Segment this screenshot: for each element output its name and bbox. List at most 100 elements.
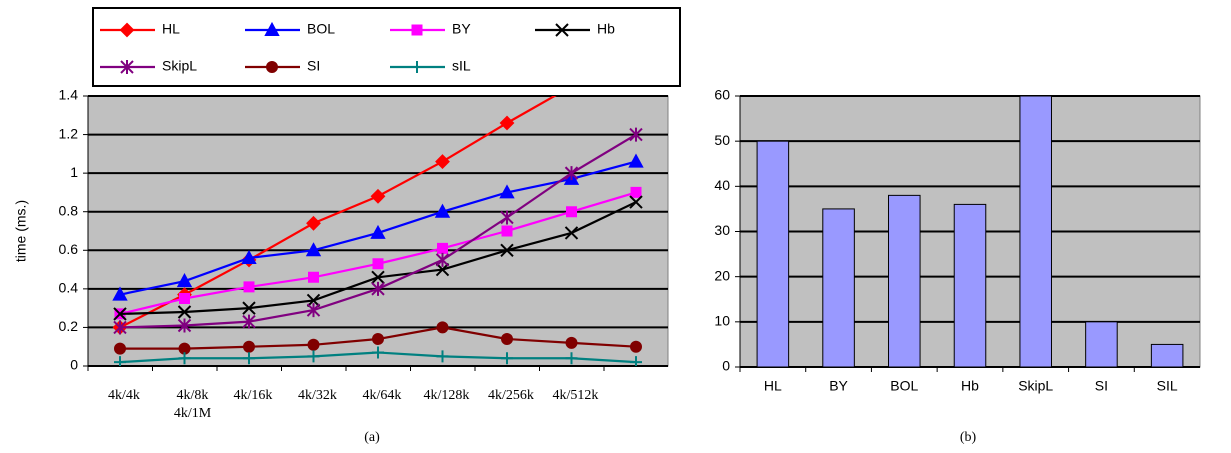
y-tick-label: 30 — [714, 222, 730, 238]
y-tick-label: 0.4 — [59, 280, 79, 296]
marker — [501, 352, 513, 365]
marker — [434, 203, 451, 218]
marker — [499, 184, 515, 199]
marker — [436, 321, 449, 334]
bar — [822, 208, 855, 368]
marker — [436, 350, 449, 363]
marker — [435, 154, 450, 169]
y-tick-label: 0.6 — [59, 241, 79, 257]
series-layer — [112, 96, 644, 366]
y-tick-label: 60 — [714, 87, 730, 103]
y-tick-label: 0 — [70, 357, 78, 373]
marker — [628, 153, 644, 168]
marker — [565, 336, 578, 349]
marker — [243, 340, 255, 353]
x-tick-label: 4k/64k — [363, 388, 402, 403]
marker — [177, 318, 192, 333]
y-tick-label: 1.4 — [59, 87, 79, 103]
marker — [305, 242, 322, 257]
marker — [306, 303, 321, 318]
marker — [411, 61, 423, 73]
marker — [178, 352, 191, 365]
y-tick-label: 50 — [714, 132, 730, 148]
marker — [499, 115, 515, 131]
legend-label: SkipL — [162, 58, 197, 74]
x-tick-label: SI — [1095, 378, 1108, 394]
marker — [306, 215, 321, 231]
marker — [243, 281, 255, 293]
y-tick-label: 1.2 — [59, 125, 79, 141]
marker — [372, 333, 384, 345]
x-tick-label: HL — [764, 378, 782, 394]
legend-label: sIL — [452, 58, 471, 74]
marker — [242, 301, 256, 315]
x-tick-label: 4k/4k — [108, 388, 140, 403]
marker — [179, 293, 190, 304]
x-tick-label: SkipL — [1018, 378, 1053, 394]
bar — [1019, 95, 1052, 368]
marker — [500, 243, 514, 257]
bar — [888, 194, 921, 368]
y-tick-label: 1 — [70, 164, 78, 180]
x-tick-label: 4k/16k — [234, 388, 273, 403]
marker — [114, 342, 126, 355]
y-axis-label: time (ms.) — [13, 200, 29, 262]
marker — [565, 352, 578, 365]
legend-label: HL — [162, 21, 180, 37]
y-tick-label: 20 — [714, 267, 730, 283]
legend-box — [92, 7, 681, 87]
x-tick-label: 4k/128k — [424, 388, 470, 403]
marker — [266, 61, 278, 73]
marker — [630, 356, 642, 366]
y-tick-label: 40 — [714, 177, 730, 193]
marker — [243, 352, 255, 365]
marker — [307, 338, 320, 351]
marker — [177, 305, 192, 319]
bar — [1150, 343, 1184, 368]
marker — [501, 333, 513, 345]
x-tick-label: SIL — [1157, 378, 1178, 394]
marker — [435, 252, 450, 267]
y-tick-label: 10 — [714, 313, 730, 329]
marker — [176, 273, 193, 288]
marker — [411, 24, 423, 36]
marker — [629, 195, 643, 209]
marker — [437, 242, 448, 254]
marker — [113, 320, 127, 335]
marker — [114, 356, 126, 366]
x-tick-label: 4k/256k — [488, 388, 534, 403]
marker — [242, 314, 256, 329]
x-tick-label: 4k/8k 4k/1M — [174, 388, 212, 421]
marker — [371, 281, 385, 296]
marker — [307, 350, 320, 363]
marker — [372, 258, 384, 270]
marker — [629, 127, 643, 142]
x-tick-label: BOL — [890, 378, 918, 394]
y-tick-label: 0 — [722, 358, 730, 374]
marker — [630, 340, 642, 353]
legend-label: BY — [452, 21, 471, 37]
legend-label: BOL — [307, 21, 335, 37]
bar — [1085, 321, 1118, 368]
marker — [630, 186, 642, 198]
marker — [120, 60, 134, 74]
marker — [113, 307, 127, 321]
marker — [500, 210, 514, 225]
marker — [370, 224, 386, 239]
x-tick-label: 4k/32k — [298, 388, 337, 403]
marker — [371, 270, 385, 284]
marker — [241, 249, 257, 264]
x-tick-label: 4k/512k — [553, 388, 599, 403]
bar — [756, 140, 790, 368]
y-tick-label: 0.2 — [59, 318, 79, 334]
bar — [953, 203, 987, 368]
marker — [370, 188, 386, 204]
marker — [264, 21, 280, 36]
marker — [178, 342, 191, 355]
x-tick-label: BY — [829, 378, 848, 394]
marker — [564, 226, 579, 240]
legend-label: SI — [307, 58, 320, 74]
y-tick-label: 0.8 — [59, 202, 79, 218]
x-tick-label: Hb — [961, 378, 979, 394]
